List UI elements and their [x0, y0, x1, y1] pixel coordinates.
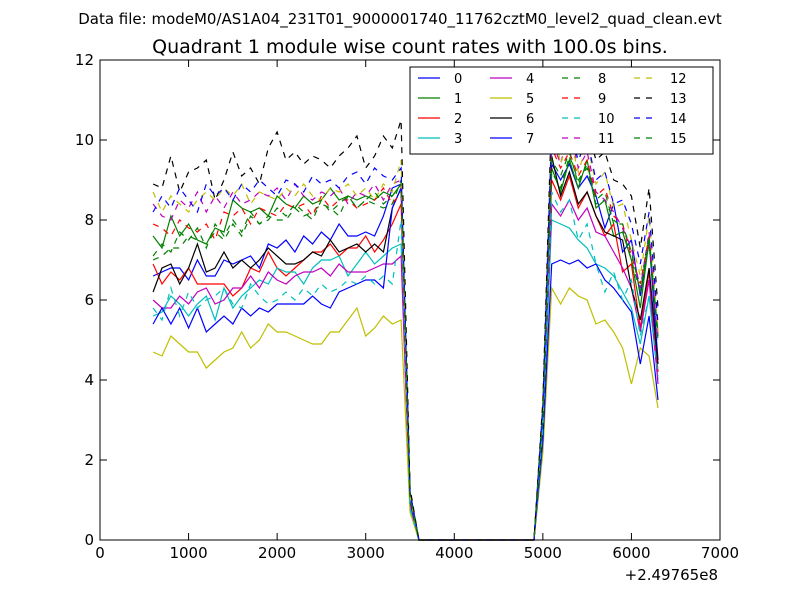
x-tick-label: 5000	[524, 544, 562, 562]
series-line-5	[152, 285, 659, 541]
plot-frame	[99, 59, 721, 541]
legend-label-3: 3	[454, 132, 462, 147]
x-tick-label: 3000	[347, 544, 385, 562]
y-tick-label: 12	[75, 51, 94, 69]
y-tick-label: 4	[84, 371, 94, 389]
legend-box	[409, 66, 714, 155]
legend-label-2: 2	[454, 112, 462, 127]
y-tick-label: 8	[84, 211, 94, 229]
legend-label-1: 1	[454, 92, 462, 107]
x-offset-label: +2.49765e8	[625, 566, 718, 584]
y-tick-label: 10	[75, 131, 94, 149]
x-tick-label: 6000	[612, 544, 650, 562]
series-line-9	[152, 147, 659, 541]
chart-title: Quadrant 1 module wise count rates with …	[152, 36, 668, 58]
legend-label-4: 4	[526, 72, 534, 87]
x-tick-label: 7000	[701, 544, 739, 562]
y-tick-label: 6	[84, 291, 94, 309]
series-line-15	[152, 150, 659, 541]
legend-label-7: 7	[526, 132, 534, 147]
series-line-10	[152, 191, 659, 541]
x-tick-label: 4000	[435, 544, 473, 562]
legend-label-14: 14	[670, 112, 687, 127]
x-tick-label: 2000	[258, 544, 296, 562]
legend-label-11: 11	[598, 132, 615, 147]
y-tick-label: 2	[84, 451, 94, 469]
legend-label-5: 5	[526, 92, 534, 107]
x-tick-label: 0	[95, 544, 105, 562]
legend-label-6: 6	[526, 112, 534, 127]
legend-label-10: 10	[598, 112, 615, 127]
x-tick-label: 1000	[169, 544, 207, 562]
chart-suptitle: Data file: modeM0/AS1A04_231T01_90000017…	[78, 10, 722, 29]
legend-label-13: 13	[670, 92, 687, 107]
legend-label-15: 15	[670, 132, 687, 147]
legend-label-12: 12	[670, 72, 687, 87]
legend-label-0: 0	[454, 72, 462, 87]
series-line-11	[152, 127, 659, 541]
legend-label-9: 9	[598, 92, 606, 107]
legend-label-8: 8	[598, 72, 606, 87]
y-tick-label: 0	[84, 531, 94, 549]
